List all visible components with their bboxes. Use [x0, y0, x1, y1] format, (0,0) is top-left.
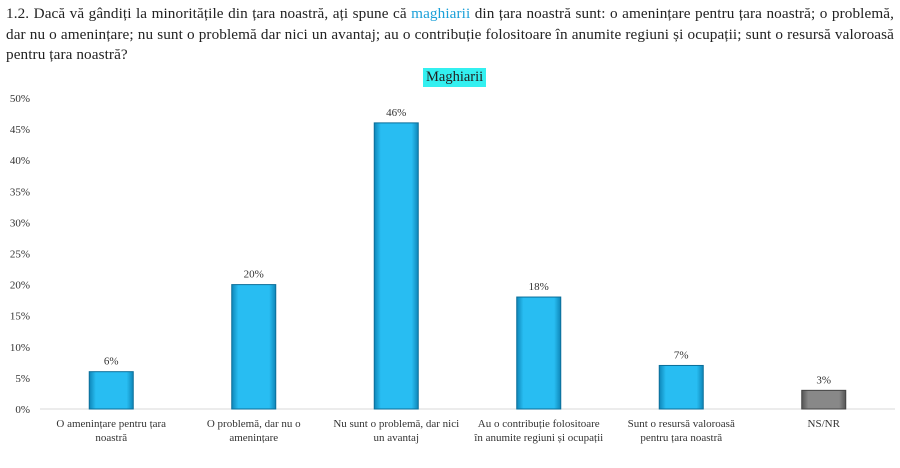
chart-title: Maghiarii	[423, 68, 487, 87]
x-tick-label: un avantaj	[373, 432, 419, 444]
y-tick-label: 15%	[10, 311, 30, 323]
data-label: 46%	[386, 107, 406, 119]
question-part: 1.2. Dacă vă gândiți la minoritățile din…	[6, 5, 412, 22]
bar	[88, 371, 134, 410]
y-tick-label: 30%	[10, 217, 30, 229]
x-tick-label: O problemă, dar nu o	[207, 418, 301, 430]
x-tick-label: Nu sunt o problemă, dar nici	[333, 418, 459, 430]
data-label: 3%	[816, 374, 831, 386]
bar	[658, 364, 704, 410]
data-label: 18%	[529, 281, 549, 293]
y-tick-label: 35%	[10, 186, 30, 198]
x-tick-label: pentru țara noastră	[640, 432, 722, 444]
y-tick-label: 25%	[10, 249, 30, 261]
y-tick-label: 20%	[10, 280, 30, 292]
x-tick-label: în anumite regiuni și ocupații	[473, 432, 603, 444]
x-tick-label: Sunt o resursă valoroasă	[628, 418, 735, 430]
data-label: 20%	[244, 269, 264, 281]
data-label: 6%	[104, 356, 119, 368]
y-tick-label: 40%	[10, 155, 30, 167]
x-tick-label: noastră	[95, 432, 127, 444]
y-tick-label: 0%	[15, 404, 30, 416]
question-highlight: maghiarii	[411, 5, 471, 22]
x-tick-label: O amenințare pentru țara	[56, 418, 166, 430]
bar	[231, 284, 277, 410]
bar	[516, 296, 562, 410]
question-part: din țara noastră sunt: o amenințare pent…	[6, 5, 894, 63]
bar	[373, 122, 419, 410]
y-tick-label: 45%	[10, 124, 30, 136]
y-tick-label: 10%	[10, 342, 30, 354]
x-tick-label: Au o contribuție folositoare	[478, 418, 600, 430]
y-tick-label: 5%	[15, 373, 30, 385]
question-text: 1.2. Dacă vă gândiți la minoritățile din…	[6, 4, 894, 66]
bar	[801, 389, 847, 410]
x-tick-label: NS/NR	[808, 418, 841, 430]
data-label: 7%	[674, 349, 689, 361]
y-tick-label: 50%	[10, 93, 30, 105]
x-tick-label: amenințare	[229, 432, 278, 444]
